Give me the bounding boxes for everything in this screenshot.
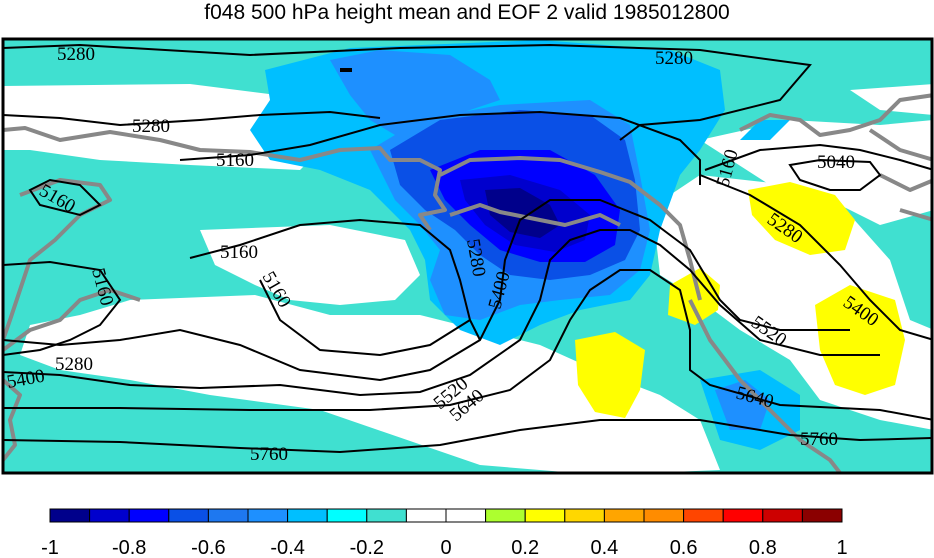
- contour-label: 5760: [800, 429, 838, 450]
- contour-label: 5160: [216, 150, 254, 171]
- eof-neg-09: [485, 188, 560, 238]
- colorbar-swatch: [683, 508, 724, 523]
- eof-pos-04: [575, 332, 645, 418]
- colorbar-swatch: [762, 508, 803, 523]
- colorbar-tick-label: -0.2: [350, 537, 384, 558]
- white-region: [20, 295, 720, 473]
- colorbar-swatch: [564, 508, 605, 523]
- colorbar-swatch: [603, 508, 645, 523]
- eof-pos-04: [748, 182, 855, 255]
- colorbar-tick-label: -0.6: [191, 537, 225, 558]
- colorbar-swatch: [247, 508, 289, 523]
- contour-label: 5160: [220, 242, 258, 263]
- contour-line: [788, 158, 882, 191]
- height-contours: [3, 43, 932, 454]
- colorbar-swatch: [366, 508, 407, 523]
- coastline: [3, 126, 447, 232]
- contour-label: 5760: [250, 444, 288, 465]
- white-region: [200, 225, 420, 305]
- colorbar-swatch: [485, 508, 526, 523]
- min-marker: [340, 68, 352, 72]
- colorbar-swatch: [168, 508, 209, 523]
- white-region: [850, 84, 932, 115]
- contour-line: [3, 229, 880, 397]
- coastline: [3, 378, 22, 462]
- colorbar-swatch: [722, 508, 764, 523]
- colorbar-swatch: [128, 508, 170, 523]
- coastline: [899, 208, 932, 222]
- coastline: [868, 128, 932, 162]
- coastline: [449, 203, 621, 227]
- eof-pos-04: [668, 268, 720, 325]
- contour-line: [3, 43, 812, 141]
- contour-line: [179, 110, 701, 185]
- white-region: [700, 120, 932, 225]
- colorbar-tick-label: 0.6: [670, 537, 698, 558]
- contour-label: 5280: [55, 354, 93, 375]
- coastline: [688, 299, 842, 473]
- contour-line: [3, 419, 932, 454]
- colorbar-tick-label: -0.8: [112, 537, 146, 558]
- colorbar-tick-label: -0.4: [270, 537, 304, 558]
- colorbar-tick-label: 0.4: [590, 537, 618, 558]
- contour-line: [3, 269, 932, 421]
- colorbar-tick-label: 0.2: [511, 537, 539, 558]
- page-title: f048 500 hPa height mean and EOF 2 valid…: [204, 1, 730, 24]
- colorbar-swatch: [49, 508, 91, 523]
- colorbar-swatch: [524, 508, 566, 523]
- contour-line: [699, 174, 932, 341]
- colorbar-tick-label: 1: [836, 537, 847, 558]
- colorbar-tick-label: -1: [41, 537, 59, 558]
- colorbar: -1 -0.8 -0.6 -0.4 -0.2 0 0.2 0.4 0.6 0.8 1: [41, 508, 848, 558]
- coastlines: [3, 93, 932, 473]
- contour-label: 5040: [817, 152, 855, 173]
- contour-line: [3, 199, 850, 382]
- coastline: [739, 93, 932, 137]
- contour-line: [3, 260, 122, 356]
- colorbar-swatch: [326, 508, 368, 523]
- colorbar-swatch: [801, 508, 843, 523]
- colorbar-swatch: [405, 508, 447, 523]
- colorbar-swatch: [643, 508, 685, 523]
- coastline: [879, 173, 932, 192]
- coastline: [439, 156, 702, 301]
- coastline: [3, 178, 112, 341]
- colorbar-tick-label: 0: [440, 537, 451, 558]
- colorbar-swatch: [445, 508, 487, 523]
- contour-line: [189, 218, 481, 341]
- colorbar-swatch: [207, 508, 249, 523]
- colorbar-swatch: [89, 508, 130, 523]
- white-region: [3, 84, 320, 170]
- contour-line: [28, 178, 102, 217]
- contour-label: 5280: [655, 48, 693, 69]
- eof-neg-02: [740, 120, 790, 140]
- contour-label: 5280: [132, 116, 170, 137]
- contour-line: [704, 143, 932, 171]
- contour-line: [259, 279, 471, 357]
- eof-neg-04: [715, 380, 770, 430]
- colorbar-tick-label: 0.8: [749, 537, 777, 558]
- contour-line: [3, 110, 381, 127]
- contour-label: 5280: [57, 44, 95, 65]
- colorbar-swatch: [287, 508, 328, 523]
- map-frame: [1, 37, 934, 475]
